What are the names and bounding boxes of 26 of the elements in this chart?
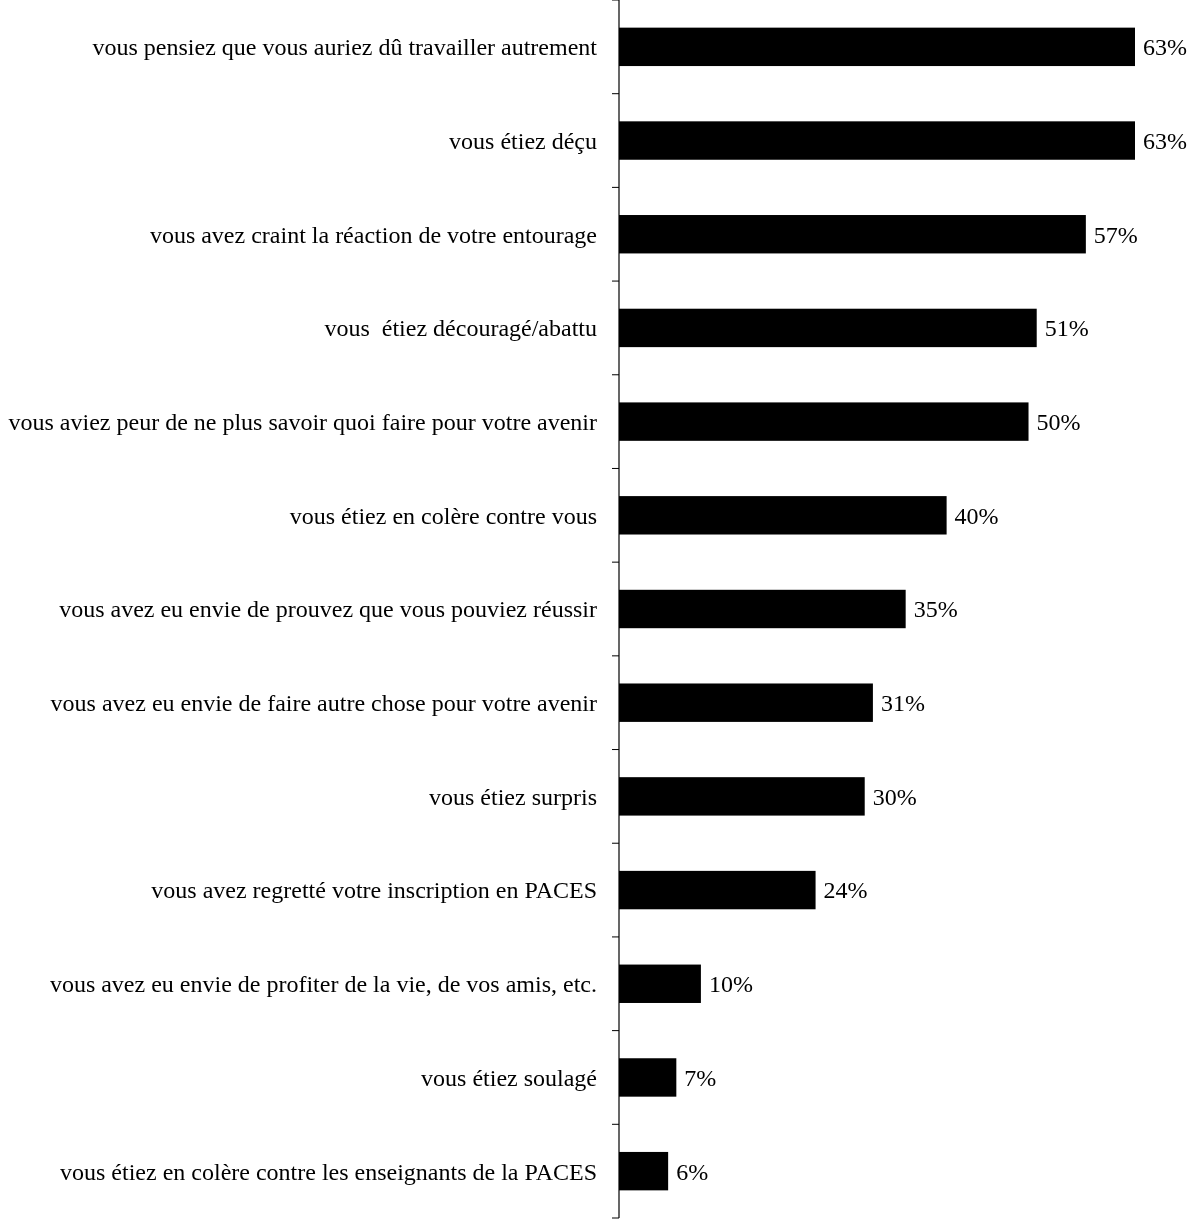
y-tick-label: vous étiez découragé/abattu — [324, 315, 597, 342]
data-label: 51% — [1044, 315, 1089, 342]
data-label: 7% — [684, 1064, 717, 1091]
y-tick-label: vous étiez soulagé — [421, 1064, 597, 1091]
data-label: 35% — [913, 596, 958, 623]
data-label: 40% — [954, 502, 999, 529]
data-label: 10% — [708, 971, 753, 998]
data-label: 63% — [1143, 34, 1187, 61]
y-tick-label: vous avez eu envie de prouvez que vous pouviez réussir — [59, 596, 597, 623]
data-label: 31% — [880, 690, 925, 717]
y-tick-label: vous pensiez que vous auriez dû travailler autrement — [92, 34, 598, 61]
y-tick-label: vous aviez peur de ne plus savoir quoi faire pour votre avenir — [8, 409, 598, 436]
y-tick-label: vous avez eu envie de faire autre chose pour votre avenir — [50, 690, 597, 717]
y-tick-label: vous étiez en colère contre vous — [289, 502, 597, 529]
y-tick-label: vous avez eu envie de profiter de la vie, de vos amis, etc. — [49, 971, 597, 998]
data-label: 50% — [1036, 409, 1081, 436]
y-tick-label: vous étiez en colère contre les enseignants de la PACES — [60, 1158, 597, 1185]
data-label: 30% — [872, 783, 917, 810]
y-tick-label: vous étiez surpris — [429, 783, 597, 810]
data-label: 57% — [1093, 221, 1138, 248]
data-label: 24% — [823, 877, 868, 904]
data-label: 63% — [1143, 127, 1187, 154]
y-tick-label: vous étiez déçu — [449, 127, 597, 154]
y-tick-label: vous avez craint la réaction de votre entourage — [149, 221, 597, 248]
data-label: 6% — [676, 1158, 709, 1185]
y-tick-label: vous avez regretté votre inscription en PACES — [151, 877, 597, 904]
